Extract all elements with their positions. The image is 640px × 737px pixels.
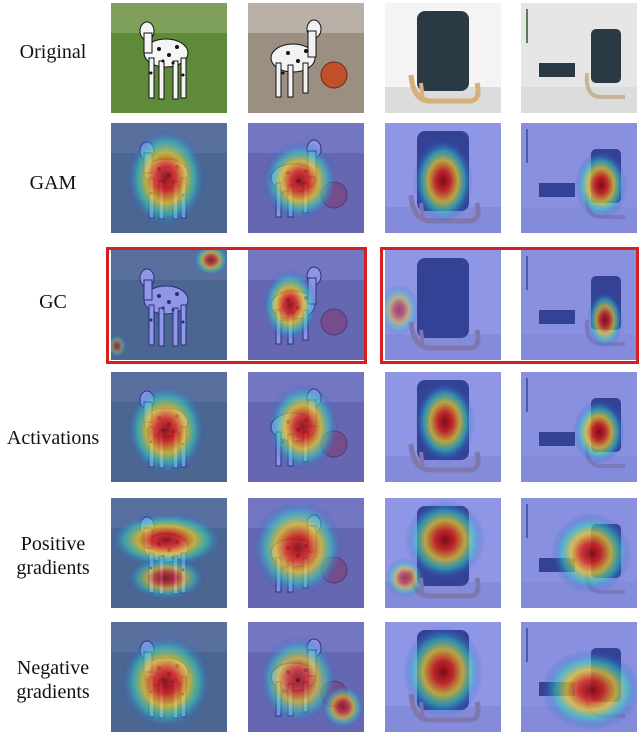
- tile-gam-armchair-room: [521, 123, 637, 233]
- row-label-gc: GC: [39, 291, 67, 313]
- tile-original-armchair-room: [521, 3, 637, 113]
- tile-gam-armchair-studio: [385, 123, 501, 233]
- tile-neg-armchair-room: [521, 622, 637, 732]
- tile-gam-dalmatian-with-ball: [248, 123, 364, 233]
- tile-act-dalmatian-standing: [111, 372, 227, 482]
- tile-pos-armchair-studio: [385, 498, 501, 608]
- gc-highlight-box-dogs: [106, 247, 367, 364]
- tile-pos-armchair-room: [521, 498, 637, 608]
- tile-pos-dalmatian-standing: [111, 498, 227, 608]
- tile-pos-dalmatian-with-ball: [248, 498, 364, 608]
- tile-gam-dalmatian-standing: [111, 123, 227, 233]
- row-label-activations: Activations: [6, 427, 100, 449]
- tile-act-dalmatian-with-ball: [248, 372, 364, 482]
- tile-neg-dalmatian-with-ball: [248, 622, 364, 732]
- row-label-gam: GAM: [29, 172, 77, 194]
- row-label-negative-gradients: Negative gradients: [16, 657, 90, 703]
- tile-gc-dalmatian-standing: [111, 250, 227, 360]
- tile-neg-dalmatian-standing: [111, 622, 227, 732]
- tile-act-armchair-room: [521, 372, 637, 482]
- tile-original-armchair-studio: [385, 3, 501, 113]
- tile-neg-armchair-studio: [385, 622, 501, 732]
- row-label-positive-gradients: Positive gradients: [16, 533, 90, 579]
- tile-gc-armchair-studio: [385, 250, 501, 360]
- gc-highlight-box-chairs: [380, 247, 639, 364]
- tile-gc-dalmatian-with-ball: [248, 250, 364, 360]
- tile-act-armchair-studio: [385, 372, 501, 482]
- tile-original-dalmatian-with-ball: [248, 3, 364, 113]
- tile-original-dalmatian-standing: [111, 3, 227, 113]
- row-label-original: Original: [19, 41, 87, 63]
- tile-gc-armchair-room: [521, 250, 637, 360]
